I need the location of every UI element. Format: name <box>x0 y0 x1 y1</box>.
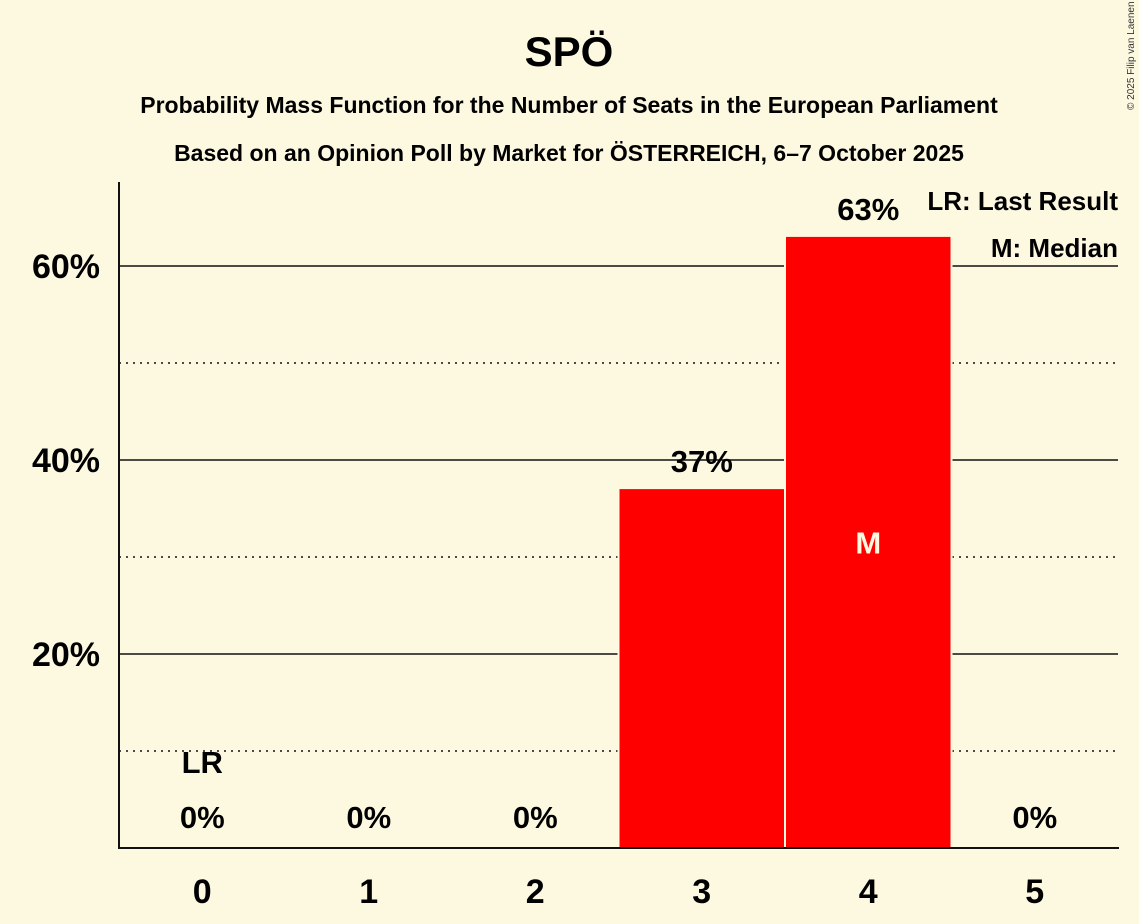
y-axis-ticks: 20% 40% 60% <box>32 248 100 674</box>
legend-last-result: LR: Last Result <box>927 186 1118 216</box>
copyright-notice: © 2025 Filip van Laenen <box>1126 1 1137 110</box>
markers: LR M <box>182 525 882 780</box>
chart-subtitle-1: Probability Mass Function for the Number… <box>140 92 998 118</box>
median-marker: M <box>855 525 881 560</box>
x-tick-label: 4 <box>859 873 878 911</box>
x-axis-ticks: 0 1 2 3 4 5 <box>193 873 1044 911</box>
x-tick-label: 3 <box>692 873 711 911</box>
x-tick-label: 1 <box>359 873 378 911</box>
y-tick-label: 20% <box>32 636 100 674</box>
bar <box>619 489 784 848</box>
bar <box>786 236 951 848</box>
x-tick-label: 5 <box>1025 873 1044 911</box>
bar-value-label: 63% <box>837 192 899 227</box>
bars <box>617 236 953 848</box>
x-tick-label: 2 <box>526 873 545 911</box>
y-tick-label: 40% <box>32 442 100 480</box>
bar-value-label: 37% <box>671 444 733 479</box>
bar-value-label: 0% <box>180 800 225 835</box>
x-tick-label: 0 <box>193 873 212 911</box>
legend-median: M: Median <box>991 233 1118 263</box>
bar-value-label: 0% <box>1012 800 1057 835</box>
chart-title: SPÖ <box>525 28 614 75</box>
last-result-marker: LR <box>182 745 223 780</box>
bar-value-label: 0% <box>513 800 558 835</box>
bar-value-labels: 0% 0% 0% 37% 63% 0% <box>180 192 1057 835</box>
y-tick-label: 60% <box>32 248 100 286</box>
bar-value-label: 0% <box>346 800 391 835</box>
chart-subtitle-2: Based on an Opinion Poll by Market for Ö… <box>174 140 964 166</box>
